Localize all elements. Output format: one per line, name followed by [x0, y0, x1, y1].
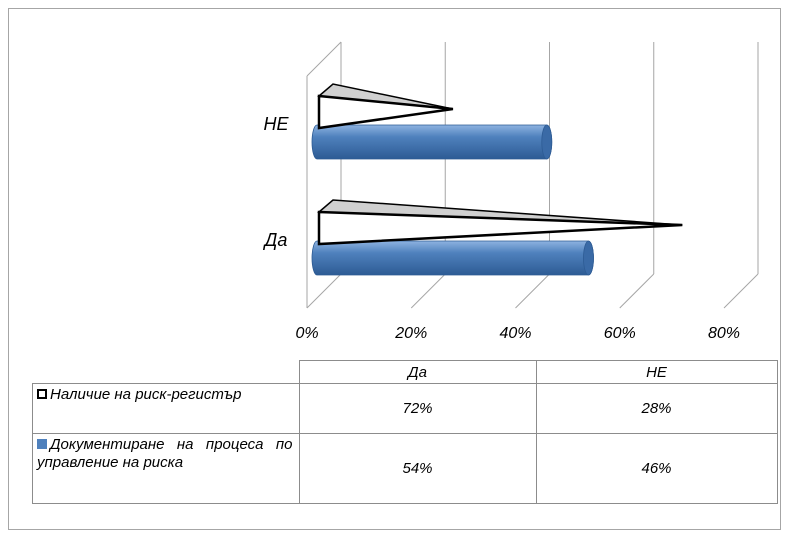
legend-label: Документиране на процеса по управление н…	[37, 436, 293, 471]
bar-cylinder	[311, 240, 594, 276]
table-header-row: Да НЕ	[32, 360, 778, 384]
bar-cylinder-cap	[583, 240, 594, 276]
bar-cylinder	[311, 124, 553, 160]
table-header-cat-0: Да	[298, 360, 537, 384]
table-row: Наличие на риск-регистър 72% 28%	[32, 383, 778, 434]
gridline	[410, 273, 446, 309]
x-tick-label: 40%	[499, 325, 531, 342]
table-cell: 46%	[535, 433, 778, 504]
category-label: НЕ	[263, 114, 289, 134]
category-label: Да	[263, 230, 288, 250]
table-row: Документиране на процеса по управление н…	[32, 433, 778, 504]
chart-plot: 0% 20% 40% 60% 80% Да НЕ	[263, 41, 759, 342]
gridline	[619, 273, 655, 309]
axis-labels: 0% 20% 40% 60% 80% Да НЕ	[263, 114, 740, 342]
table-cell: 28%	[535, 383, 778, 434]
x-tick-label: 60%	[604, 325, 636, 342]
legend-entry-documentation: Документиране на процеса по управление н…	[32, 433, 300, 504]
chart-frame	[8, 8, 781, 530]
x-tick-label: 80%	[708, 325, 740, 342]
bar-cylinder-cap	[541, 124, 553, 160]
legend-swatch-blue-icon	[37, 439, 47, 449]
legend-label: Наличие на риск-регистър	[50, 386, 242, 403]
legend-swatch-outline-icon	[37, 389, 47, 399]
x-tick-label: 20%	[394, 325, 427, 342]
x-tick-label: 0%	[295, 325, 318, 342]
table-header-cat-1: НЕ	[535, 360, 778, 384]
data-table: Да НЕ Наличие на риск-регистър 72% 28% Д…	[32, 360, 778, 504]
table-cell: 72%	[298, 383, 537, 434]
side-wall-edge	[306, 41, 342, 77]
table-cell: 54%	[298, 433, 537, 504]
bar-pyramid	[317, 94, 454, 130]
bar-pyramid	[317, 210, 683, 246]
gridline	[723, 273, 759, 309]
bar-marks	[311, 83, 683, 276]
gridline	[515, 273, 550, 309]
legend-entry-risk-register: Наличие на риск-регистър	[32, 383, 300, 434]
gridline	[306, 273, 342, 309]
